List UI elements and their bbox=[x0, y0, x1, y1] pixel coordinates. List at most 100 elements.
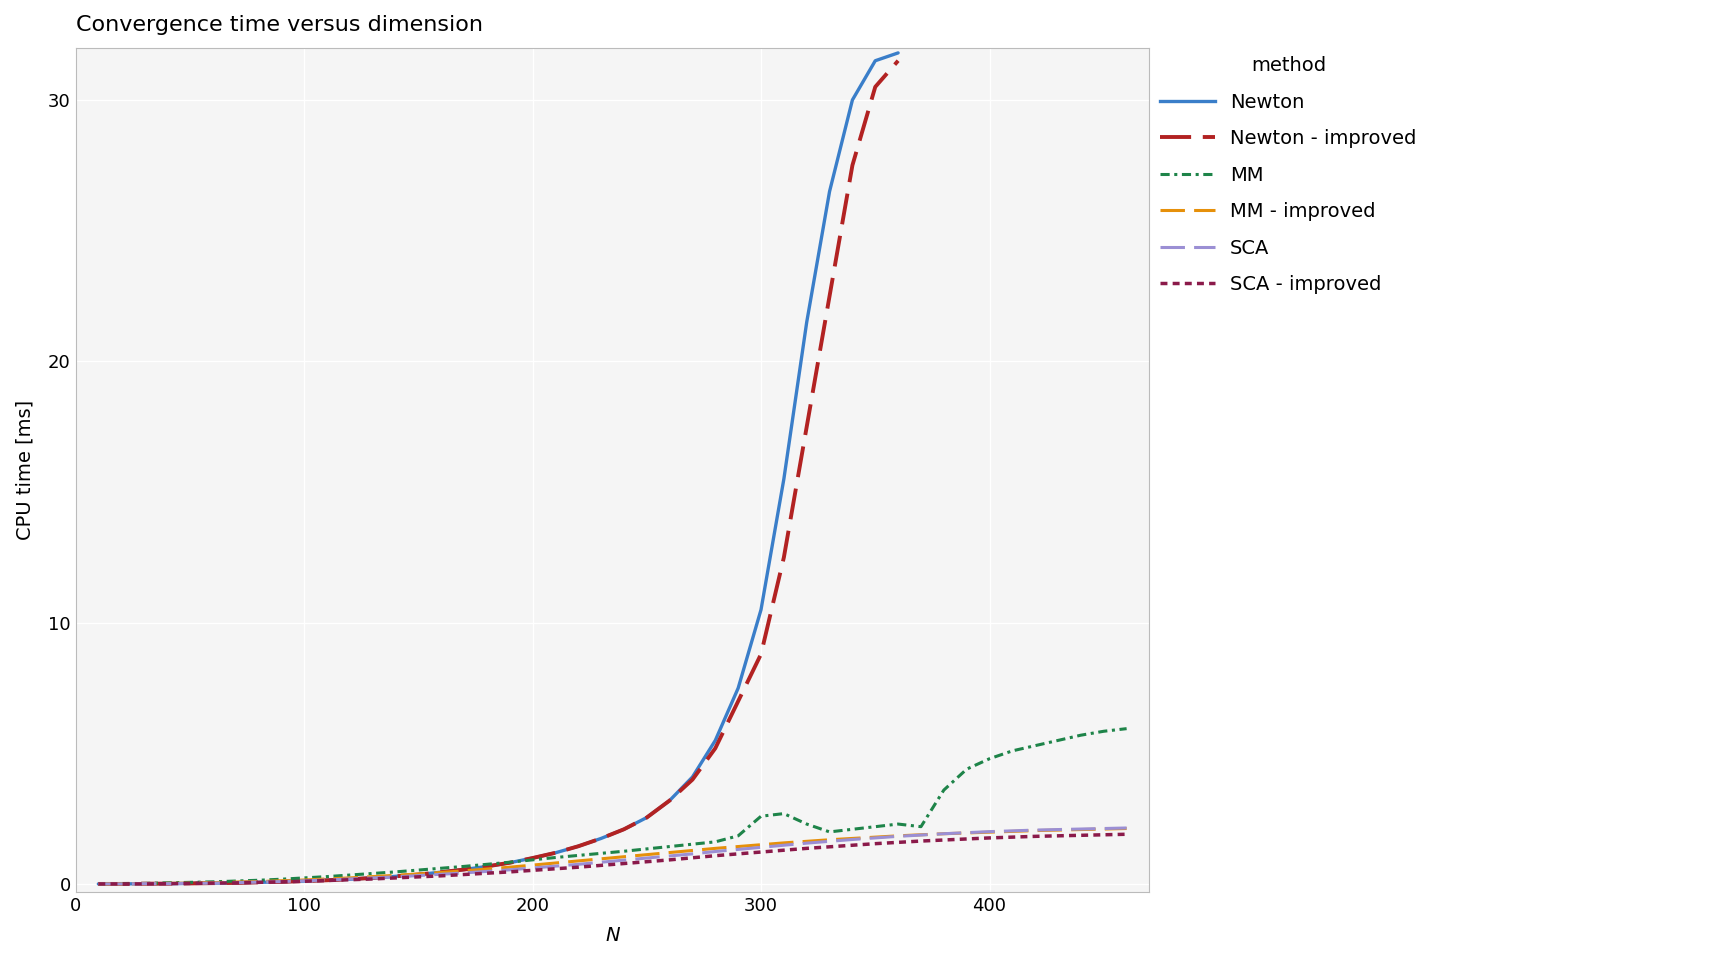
MM - improved bbox=[544, 857, 565, 869]
SCA bbox=[866, 832, 886, 844]
Newton bbox=[225, 877, 245, 889]
MM - improved bbox=[866, 831, 886, 843]
SCA bbox=[522, 862, 543, 874]
Line: MM - improved: MM - improved bbox=[98, 828, 1127, 884]
SCA bbox=[385, 871, 406, 882]
Newton bbox=[660, 795, 681, 806]
SCA bbox=[247, 876, 268, 888]
SCA - improved bbox=[1025, 830, 1045, 842]
MM - improved bbox=[339, 872, 359, 883]
Newton - improved bbox=[339, 874, 359, 885]
SCA bbox=[339, 874, 359, 885]
Newton bbox=[363, 872, 384, 883]
MM - improved bbox=[1047, 825, 1068, 836]
MM - improved bbox=[499, 861, 520, 873]
MM - improved bbox=[430, 867, 451, 878]
Newton - improved bbox=[522, 852, 543, 864]
Newton - improved bbox=[544, 847, 565, 858]
SCA - improved bbox=[819, 841, 840, 852]
SCA bbox=[271, 876, 292, 887]
MM bbox=[1094, 726, 1115, 737]
MM - improved bbox=[933, 828, 954, 839]
SCA bbox=[750, 842, 771, 853]
MM bbox=[430, 862, 451, 874]
Newton - improved bbox=[294, 876, 314, 887]
MM bbox=[1116, 723, 1137, 734]
MM bbox=[660, 841, 681, 852]
Newton - improved bbox=[705, 742, 726, 754]
Newton - improved bbox=[385, 871, 406, 882]
MM - improved bbox=[613, 851, 634, 862]
SCA - improved bbox=[911, 835, 931, 847]
SCA bbox=[613, 854, 634, 866]
Newton - improved bbox=[88, 878, 109, 890]
Newton - improved bbox=[591, 832, 612, 844]
Newton bbox=[339, 874, 359, 885]
MM - improved bbox=[956, 828, 976, 839]
SCA bbox=[202, 877, 223, 889]
Newton bbox=[613, 824, 634, 835]
MM - improved bbox=[225, 876, 245, 888]
Newton bbox=[819, 185, 840, 197]
SCA - improved bbox=[408, 871, 429, 882]
SCA - improved bbox=[866, 838, 886, 850]
MM - improved bbox=[294, 875, 314, 886]
MM bbox=[133, 877, 154, 889]
MM - improved bbox=[591, 853, 612, 865]
SCA - improved bbox=[111, 878, 131, 890]
SCA bbox=[980, 826, 1001, 837]
SCA - improved bbox=[499, 866, 520, 877]
SCA - improved bbox=[683, 852, 703, 864]
Newton bbox=[842, 94, 862, 106]
Line: SCA: SCA bbox=[98, 828, 1127, 884]
Newton bbox=[797, 317, 817, 328]
SCA bbox=[1071, 824, 1092, 835]
Newton - improved bbox=[408, 869, 429, 880]
MM - improved bbox=[911, 829, 931, 841]
MM bbox=[453, 861, 473, 873]
Newton bbox=[133, 877, 154, 889]
Newton - improved bbox=[613, 824, 634, 835]
MM bbox=[477, 858, 498, 870]
Newton bbox=[522, 852, 543, 864]
MM bbox=[180, 876, 200, 888]
Newton - improved bbox=[111, 878, 131, 890]
Newton bbox=[727, 683, 748, 694]
Newton - improved bbox=[774, 552, 795, 564]
SCA bbox=[888, 830, 909, 842]
SCA bbox=[774, 839, 795, 851]
Newton bbox=[316, 875, 337, 886]
MM - improved bbox=[522, 859, 543, 871]
SCA - improved bbox=[385, 872, 406, 883]
SCA - improved bbox=[339, 874, 359, 885]
MM bbox=[88, 878, 109, 890]
SCA - improved bbox=[453, 869, 473, 880]
SCA bbox=[225, 876, 245, 888]
SCA bbox=[1116, 822, 1137, 833]
Newton - improved bbox=[477, 861, 498, 873]
SCA - improved bbox=[180, 877, 200, 889]
SCA bbox=[569, 858, 589, 870]
SCA bbox=[636, 852, 657, 864]
SCA - improved bbox=[316, 875, 337, 886]
SCA - improved bbox=[888, 836, 909, 848]
MM bbox=[544, 852, 565, 863]
MM bbox=[956, 763, 976, 775]
Newton - improved bbox=[866, 81, 886, 92]
Line: Newton - improved: Newton - improved bbox=[98, 60, 899, 884]
Newton bbox=[750, 604, 771, 615]
SCA bbox=[797, 837, 817, 849]
SCA bbox=[1094, 823, 1115, 834]
SCA - improved bbox=[591, 859, 612, 871]
Newton bbox=[774, 473, 795, 485]
SCA bbox=[933, 828, 954, 839]
MM bbox=[613, 846, 634, 857]
SCA - improved bbox=[727, 848, 748, 859]
Newton - improved bbox=[453, 864, 473, 876]
MM bbox=[842, 824, 862, 835]
MM bbox=[294, 872, 314, 883]
Newton bbox=[683, 771, 703, 782]
SCA - improved bbox=[157, 877, 178, 889]
Newton - improved bbox=[819, 290, 840, 301]
MM bbox=[316, 871, 337, 882]
